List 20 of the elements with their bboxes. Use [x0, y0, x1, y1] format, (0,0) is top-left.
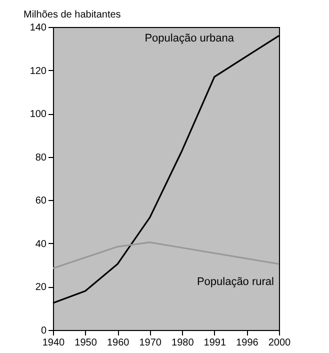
- y-tick-label: 40: [35, 238, 47, 250]
- y-tick-label: 120: [30, 66, 47, 77]
- y-tick-label: 60: [35, 196, 47, 207]
- x-tick-label: 1991: [204, 338, 226, 348]
- series-label: População rural: [196, 276, 274, 288]
- y-tick-label: 20: [35, 282, 47, 294]
- x-tick-label: 1970: [139, 338, 162, 348]
- x-tick-label: 1940: [42, 338, 66, 348]
- series-label: População urbana: [144, 32, 235, 45]
- y-tick-label: 100: [30, 109, 47, 120]
- x-tick-label: 2000: [268, 338, 292, 348]
- x-tick-label: 1980: [172, 338, 194, 348]
- x-tick-label: 1950: [74, 338, 98, 348]
- y-tick-label: 80: [35, 152, 47, 164]
- line-series: [52, 242, 280, 270]
- x-tick-label: 1996: [236, 338, 259, 348]
- y-tick-label: 140: [30, 22, 47, 34]
- y-axis-title: Milhões de habitantes: [24, 10, 121, 20]
- y-tick-label: 0: [40, 326, 47, 336]
- x-tick-label: 1960: [106, 338, 130, 348]
